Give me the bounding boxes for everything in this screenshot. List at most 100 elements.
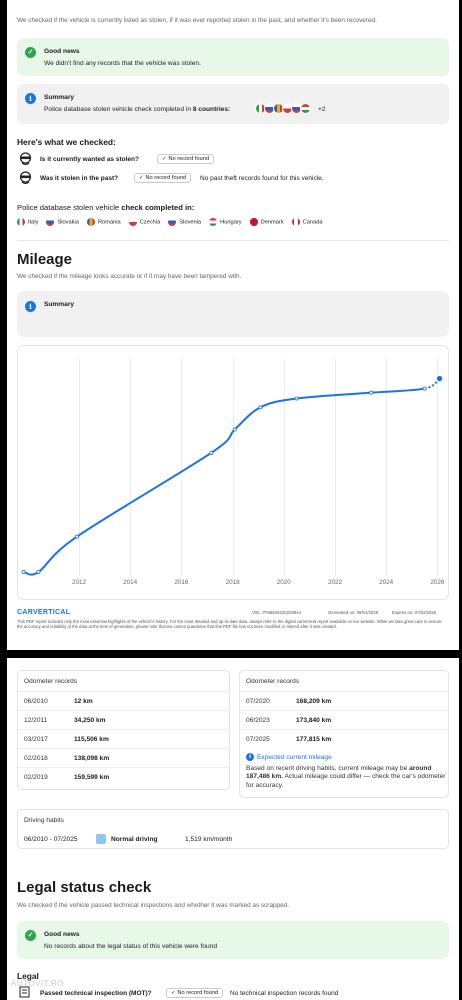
mileage-chart: 2012 2014 2016 2018 2020 2022 2024 2026 [17, 345, 449, 600]
country-item: Slovenia [168, 218, 201, 226]
expected-value: around 187,486 km. [246, 765, 432, 781]
flag-icon [249, 218, 258, 226]
odometer-row: 03/2017 115,506 km [18, 729, 229, 748]
q-currently-wanted: Is it currently wanted as stolen? [40, 156, 139, 163]
mot-note: No technical inspection records found [230, 990, 339, 997]
thief-mask-icon [19, 171, 32, 185]
odometer-date: 06/2023 [246, 717, 270, 724]
summary-more-count: +2 [318, 106, 326, 113]
check-icon: ✓ [25, 47, 36, 58]
gridline [283, 358, 285, 576]
flag-icon [128, 218, 137, 226]
gridline [181, 358, 183, 576]
country-name: Italy [28, 219, 39, 226]
data-point [369, 390, 374, 395]
country-name: Denmark [260, 219, 284, 226]
x-tick-label: 2018 [225, 579, 240, 586]
mileage-series-line [23, 387, 425, 576]
flag-icon [291, 218, 300, 226]
odometer-row: 06/2010 12 km [18, 691, 229, 710]
odometer-date: 03/2017 [24, 736, 48, 743]
q1-status-badge: ✓ No record found [157, 154, 215, 164]
habits-type: Normal driving [111, 836, 158, 843]
expected-mileage-title: Expected current mileage [257, 754, 332, 761]
info-icon: i [246, 753, 254, 761]
x-tick-label: 2026 [430, 579, 445, 586]
normal-driving-swatch [96, 834, 106, 844]
document-icon [19, 986, 30, 998]
odometer-date: 06/2010 [24, 698, 48, 705]
data-point [36, 569, 41, 574]
country-list: Italy Slovakia Romania Czechia Slovenia … [17, 218, 323, 226]
checked-heading: Here's what we checked: [17, 137, 116, 147]
x-tick-label: 2016 [174, 579, 189, 586]
info-icon: i [25, 93, 36, 104]
odometer-value: 115,506 km [74, 736, 109, 743]
summary-title: Summary [44, 94, 75, 101]
thief-mask-icon [19, 152, 32, 166]
x-tick-label: 2012 [71, 579, 87, 586]
gridline [130, 358, 132, 576]
odometer-date: 02/2019 [24, 774, 48, 781]
data-point [209, 450, 214, 455]
legal-good-news-title: Good news [44, 931, 80, 938]
flag-icon-hungary [300, 103, 311, 114]
carvertical-logo: CARVERTICAL [17, 609, 71, 616]
summary-text-count: 8 countries: [192, 106, 231, 113]
footer-disclaimer: This PDF report includes only the most e… [17, 619, 442, 630]
flag-icon [86, 218, 95, 226]
mileage-summary-title: Summary [44, 301, 75, 308]
check-icon: ✓ [25, 930, 36, 941]
stolen-good-news-box: ✓ Good news We didn't find any records t… [17, 38, 449, 76]
country-item: Denmark [249, 218, 284, 226]
legal-good-news-text: No records about the legal status of thi… [44, 943, 218, 950]
flag-icon [17, 218, 25, 226]
expected-mileage-point [435, 374, 444, 383]
data-point [422, 386, 427, 391]
country-name: Slovenia [179, 219, 202, 226]
mot-label: Passed technical inspection (MOT)? [40, 990, 152, 997]
odometer-row: 02/2018 138,098 km [18, 748, 229, 767]
good-news-text: We didn't find any records that the vehi… [44, 60, 201, 67]
country-name: Czechia [139, 219, 161, 226]
report-page-1: We checked if the vehicle is currently l… [7, 0, 459, 650]
footer-generated: Generated on: 08/01/2026 [328, 610, 379, 615]
data-point [258, 405, 263, 410]
odometer-date: 12/2011 [24, 717, 48, 724]
country-name: Hungary [220, 219, 242, 226]
info-icon: i [25, 301, 36, 312]
mileage-intro: We checked if the mileage looks accurate… [17, 273, 242, 280]
data-point [21, 569, 26, 574]
odometer-date: 07/2020 [246, 698, 270, 705]
odometer-value: 177,815 km [296, 736, 332, 743]
mot-status-badge: ✓ No record found [166, 988, 224, 998]
odometer-card-right: Odometer records 07/2020 168,209 km 06/202… [239, 670, 449, 798]
legal-title: Legal status check [17, 879, 152, 896]
country-name: Canada [302, 219, 323, 226]
stolen-summary-box: i Summary Police database stolen vehicle… [17, 84, 449, 124]
summary-text: Police database stolen vehicle check com… [44, 106, 230, 113]
mileage-line-plot [21, 374, 444, 576]
legal-good-news-box: ✓ Good news No records about the legal s… [17, 921, 449, 959]
gridline [386, 358, 388, 576]
police-check-heading: Police database stolen vehicle check com… [17, 203, 194, 212]
police-heading-prefix: Police database stolen vehicle [17, 203, 120, 212]
odometer-title: Odometer records [246, 678, 300, 685]
stolen-intro: We checked if the vehicle is currently l… [17, 17, 377, 24]
odometer-card-left: Odometer records 06/2010 12 km 12/2011 34,2… [17, 670, 230, 790]
q1-badge-text: No record found [168, 156, 210, 162]
country-item: Italy [17, 218, 38, 226]
country-name: Slovakia [57, 219, 79, 226]
country-item: Romania [86, 218, 121, 226]
police-heading-bold: check completed in: [121, 203, 195, 212]
x-tick-label: 2022 [327, 579, 343, 586]
expected-mileage-text: Based on recent driving habits, current … [246, 765, 446, 790]
odometer-value: 168,209 km [296, 698, 332, 705]
autovit-watermark: AUTOVIT.RO [11, 979, 64, 988]
legal-intro: We checked if the vehicle passed technic… [17, 902, 289, 909]
odometer-value: 173,840 km [296, 717, 332, 724]
habits-rate: 1,519 km/month [185, 836, 233, 843]
mot-badge-text: No record found [177, 990, 219, 996]
odometer-row: 07/2020 168,209 km [240, 691, 448, 710]
report-page-2: Odometer records 06/2010 12 km 12/2011 34,2… [7, 658, 459, 1000]
